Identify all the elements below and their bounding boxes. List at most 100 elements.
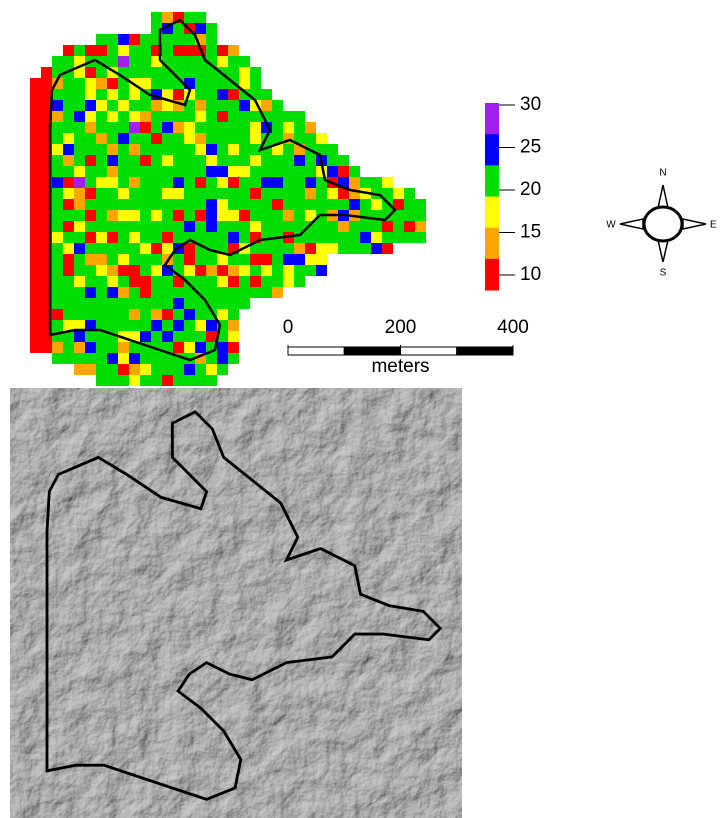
raster-cell: [85, 67, 96, 78]
raster-cell: [30, 122, 41, 133]
raster-cell: [228, 67, 239, 78]
raster-cell: [140, 210, 151, 221]
raster-cell: [41, 342, 52, 353]
raster-cell: [162, 210, 173, 221]
raster-cell: [195, 199, 206, 210]
compass-arrow: [658, 240, 668, 262]
raster-cell: [107, 111, 118, 122]
raster-cell: [63, 100, 74, 111]
raster-cell: [184, 265, 195, 276]
raster-cell: [250, 78, 261, 89]
raster-cell: [118, 298, 129, 309]
raster-cell: [404, 188, 415, 199]
raster-cell: [195, 166, 206, 177]
raster-cell: [63, 265, 74, 276]
scale-segment: [344, 347, 400, 355]
raster-cell: [30, 243, 41, 254]
raster-cell: [85, 331, 96, 342]
raster-cell: [239, 111, 250, 122]
raster-cell: [371, 177, 382, 188]
raster-cell: [162, 375, 173, 386]
raster-cell: [217, 100, 228, 111]
raster-cell: [118, 199, 129, 210]
raster-cell: [96, 45, 107, 56]
raster-cell: [52, 122, 63, 133]
raster-cell: [206, 287, 217, 298]
raster-cell: [129, 34, 140, 45]
raster-cell: [382, 243, 393, 254]
raster-cell: [107, 188, 118, 199]
raster-cell: [272, 265, 283, 276]
raster-cell: [74, 243, 85, 254]
raster-cell: [206, 111, 217, 122]
raster-cell: [85, 78, 96, 89]
raster-cell: [261, 221, 272, 232]
raster-cell: [30, 188, 41, 199]
raster-cell: [206, 133, 217, 144]
raster-cell: [206, 78, 217, 89]
raster-cell: [393, 188, 404, 199]
compass-arrow: [658, 185, 668, 208]
raster-cell: [74, 100, 85, 111]
raster-cell: [173, 232, 184, 243]
raster-cell: [129, 45, 140, 56]
raster-cell: [118, 265, 129, 276]
raster-cell: [173, 177, 184, 188]
raster-cell: [206, 276, 217, 287]
raster-cell: [107, 89, 118, 100]
raster-cell: [129, 144, 140, 155]
raster-cell: [316, 265, 327, 276]
raster-cell: [195, 375, 206, 386]
raster-cell: [195, 177, 206, 188]
raster-cell: [305, 254, 316, 265]
raster-cell: [96, 265, 107, 276]
raster-cell: [118, 210, 129, 221]
raster-cell: [107, 155, 118, 166]
raster-cell: [305, 155, 316, 166]
raster-cell: [85, 144, 96, 155]
raster-cell: [107, 364, 118, 375]
raster-cell: [129, 320, 140, 331]
raster-cell: [173, 254, 184, 265]
raster-cell: [162, 45, 173, 56]
raster-cell: [63, 122, 74, 133]
raster-cell: [151, 331, 162, 342]
raster-cell: [294, 177, 305, 188]
raster-cell: [151, 155, 162, 166]
raster-cell: [305, 221, 316, 232]
raster-cell: [184, 309, 195, 320]
raster-cell: [228, 298, 239, 309]
raster-cell: [85, 276, 96, 287]
raster-cell: [228, 342, 239, 353]
raster-cell: [107, 177, 118, 188]
raster-cell: [129, 100, 140, 111]
raster-cell: [151, 265, 162, 276]
raster-cell: [228, 265, 239, 276]
raster-cell: [96, 309, 107, 320]
raster-cell: [250, 67, 261, 78]
raster-cell: [140, 177, 151, 188]
raster-cell: [140, 353, 151, 364]
raster-cell: [118, 320, 129, 331]
raster-cell: [184, 221, 195, 232]
raster-cell: [228, 177, 239, 188]
raster-cell: [206, 23, 217, 34]
raster-cell: [52, 111, 63, 122]
raster-cell: [206, 100, 217, 111]
raster-cell: [162, 111, 173, 122]
raster-cell: [140, 243, 151, 254]
raster-cell: [151, 276, 162, 287]
raster-cell: [294, 276, 305, 287]
figure: 3025201510 0200400meters N S W E: [0, 0, 721, 818]
raster-cell: [129, 188, 140, 199]
raster-cell: [129, 111, 140, 122]
raster-cell: [261, 210, 272, 221]
raster-cell: [206, 375, 217, 386]
raster-cell: [52, 353, 63, 364]
raster-cell: [184, 144, 195, 155]
raster-cell: [96, 210, 107, 221]
raster-cell: [239, 100, 250, 111]
raster-cell: [140, 166, 151, 177]
color-legend: 3025201510: [485, 94, 541, 290]
raster-cell: [107, 254, 118, 265]
